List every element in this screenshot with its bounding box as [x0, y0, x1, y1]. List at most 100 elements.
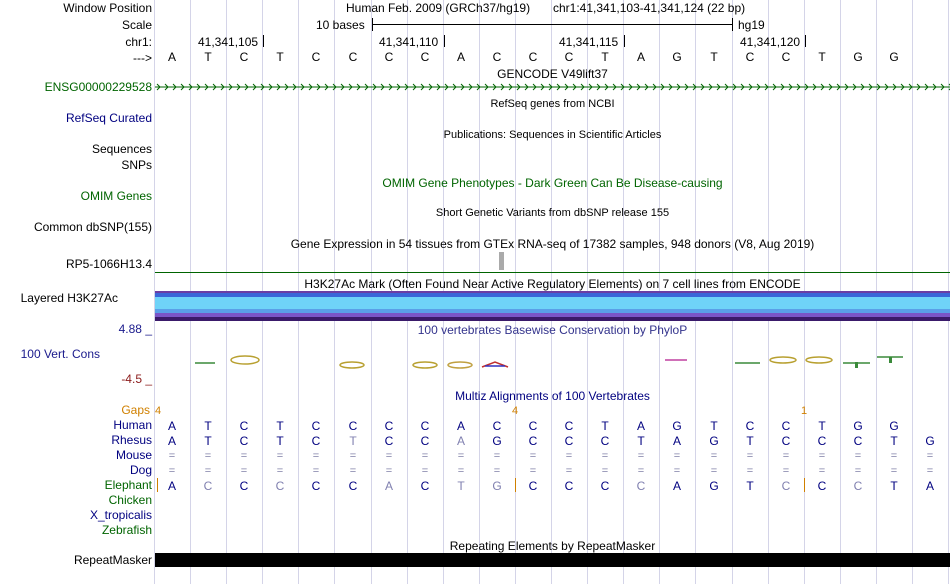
- gap-marker: [804, 478, 805, 492]
- rhesus-base: T: [890, 434, 898, 448]
- mouse-match: =: [854, 450, 862, 462]
- dog-match: =: [312, 465, 320, 477]
- dog-match: =: [240, 465, 248, 477]
- label-chicken: Chicken: [108, 493, 152, 507]
- gap-marker: [157, 478, 158, 492]
- label-rhesus: Rhesus: [111, 433, 152, 447]
- dog-match: =: [637, 465, 645, 477]
- label-dbsnp[interactable]: Common dbSNP(155): [33, 220, 152, 234]
- human-base: C: [492, 419, 502, 433]
- base-letter: C: [239, 50, 249, 64]
- cons-glyph: [230, 355, 260, 365]
- base-letter: C: [420, 50, 430, 64]
- coordinate-tick-label: 41,341,115: [559, 35, 619, 49]
- rhesus-base: G: [709, 434, 719, 448]
- label-cons-min: -4.5 _: [121, 372, 152, 386]
- dog-match: =: [385, 465, 393, 477]
- label-zebrafish: Zebrafish: [101, 523, 152, 537]
- mouse-match: =: [168, 450, 176, 462]
- omim-title: OMIM Gene Phenotypes - Dark Green Can Be…: [382, 176, 723, 190]
- cons-glyph: [769, 356, 797, 364]
- repeatmasker-track[interactable]: [155, 553, 950, 567]
- track-data-panel[interactable]: Human Feb. 2009 (GRCh37/hg19) chr1:41,34…: [154, 0, 950, 584]
- rhesus-base: G: [492, 434, 502, 448]
- rhesus-base: C: [564, 434, 574, 448]
- rhesus-base: T: [276, 434, 284, 448]
- label-dog: Dog: [129, 463, 152, 477]
- human-base: T: [818, 419, 826, 433]
- human-base: C: [745, 419, 755, 433]
- elephant-base: C: [420, 479, 430, 493]
- human-base: C: [348, 419, 358, 433]
- base-letter: A: [167, 50, 176, 64]
- dog-match: =: [710, 465, 718, 477]
- rhesus-base: T: [204, 434, 212, 448]
- label-snps[interactable]: SNPs: [121, 158, 152, 172]
- human-base: G: [853, 419, 863, 433]
- base-letter: T: [276, 50, 284, 64]
- base-letter: C: [384, 50, 394, 64]
- rhesus-base: A: [167, 434, 176, 448]
- dog-match: =: [349, 465, 357, 477]
- gencode-title: GENCODE V49lift37: [497, 67, 608, 81]
- base-letter: A: [636, 50, 645, 64]
- mouse-match: =: [529, 450, 537, 462]
- gencode-gene-line[interactable]: [155, 80, 950, 94]
- dog-match: =: [601, 465, 609, 477]
- elephant-base: T: [890, 479, 898, 493]
- label-ensg[interactable]: ENSG00000229528: [44, 80, 152, 94]
- rhesus-base: C: [781, 434, 791, 448]
- rhesus-base: A: [456, 434, 465, 448]
- scale-bar: [372, 18, 733, 32]
- mouse-match: =: [565, 450, 573, 462]
- dog-match: =: [673, 465, 681, 477]
- mouse-match: =: [312, 450, 320, 462]
- base-letter: G: [672, 50, 682, 64]
- gap-count: 4: [155, 405, 162, 417]
- cons-glyph: [412, 361, 438, 369]
- human-base: C: [781, 419, 791, 433]
- human-base: C: [528, 419, 538, 433]
- human-base: A: [167, 419, 176, 433]
- label-repeatmasker[interactable]: RepeatMasker: [73, 553, 152, 567]
- dog-match: =: [529, 465, 537, 477]
- rhesus-base: C: [384, 434, 394, 448]
- label-xtropicalis: X_tropicalis: [89, 508, 152, 522]
- label-sequences[interactable]: Sequences: [91, 142, 152, 156]
- elephant-base: C: [781, 479, 791, 493]
- base-letter: A: [456, 50, 465, 64]
- dog-match: =: [565, 465, 573, 477]
- db-label: hg19: [738, 18, 765, 32]
- base-letter: C: [492, 50, 502, 64]
- phylop-title: 100 vertebrates Basewise Conservation by…: [417, 323, 688, 337]
- dog-match: =: [457, 465, 465, 477]
- dog-match: =: [818, 465, 826, 477]
- conservation-plot[interactable]: [155, 342, 950, 382]
- label-gaps: Gaps: [121, 403, 150, 417]
- rhesus-base: C: [528, 434, 538, 448]
- label-cons[interactable]: 100 Vert. Cons: [20, 347, 100, 361]
- h3k27ac-track[interactable]: [155, 291, 950, 321]
- grid-line: [154, 0, 155, 584]
- human-base: A: [636, 419, 645, 433]
- mouse-match: =: [276, 450, 284, 462]
- base-letter: C: [348, 50, 358, 64]
- mouse-match: =: [782, 450, 790, 462]
- rhesus-base: C: [311, 434, 321, 448]
- label-omim[interactable]: OMIM Genes: [80, 189, 152, 203]
- label-h3k27ac[interactable]: Layered H3K27Ac: [20, 291, 118, 305]
- mouse-match: =: [349, 450, 357, 462]
- elephant-base: G: [492, 479, 502, 493]
- label-refseq[interactable]: RefSeq Curated: [65, 111, 152, 125]
- base-letter: G: [853, 50, 863, 64]
- mouse-match: =: [421, 450, 429, 462]
- human-base: C: [564, 419, 574, 433]
- human-base: T: [204, 419, 212, 433]
- gtex-track[interactable]: [155, 252, 950, 273]
- base-letter: T: [710, 50, 718, 64]
- label-rp5[interactable]: RP5-1066H13.4: [65, 257, 152, 271]
- coordinate-tick-label: 41,341,120: [740, 35, 801, 49]
- human-base: T: [601, 419, 609, 433]
- scale-text: 10 bases: [316, 18, 365, 32]
- human-base: C: [384, 419, 394, 433]
